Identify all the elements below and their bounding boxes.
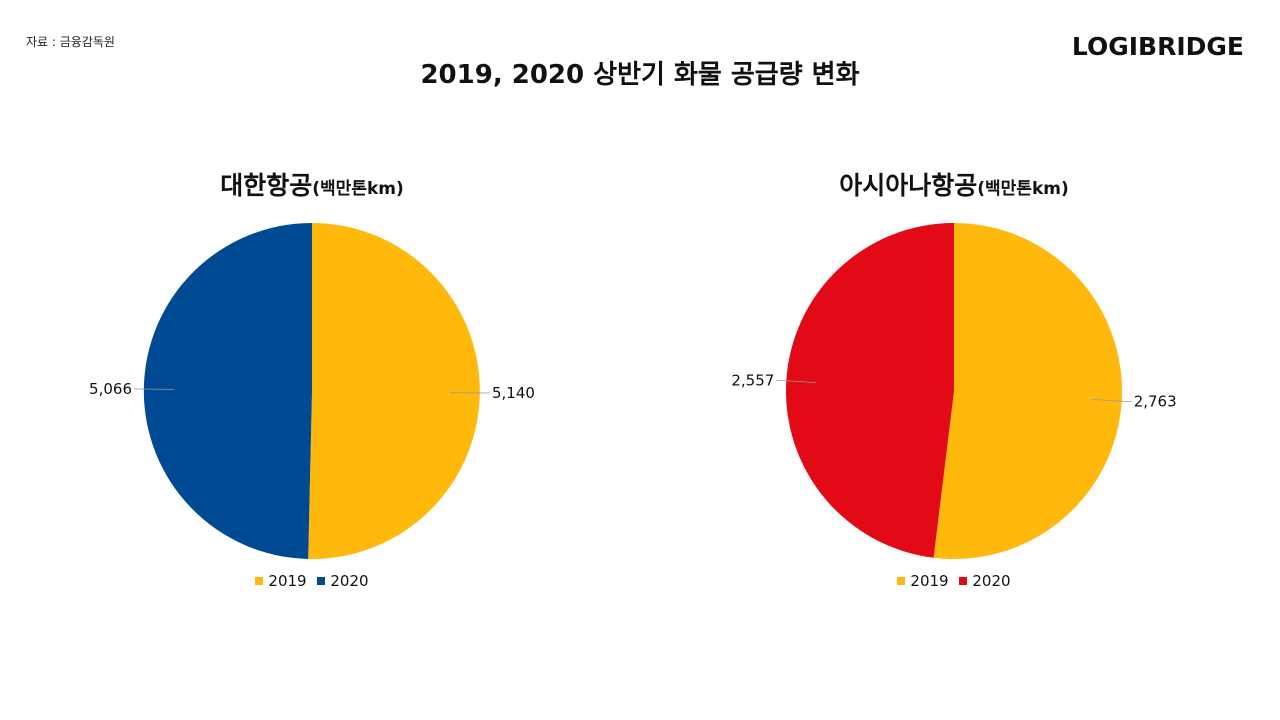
brand-logo: LOGIBRIDGE [1071,32,1244,61]
data-label-2019: 5,140 [492,384,535,402]
legend-swatch-2019 [897,577,906,585]
page-title: 2019, 2020 상반기 화물 공급량 변화 [420,60,860,90]
korean-air-chart-title: 대한항공(백만톤km) [62,166,562,202]
leader-line-2020 [776,379,817,383]
korean-air-pie: 5,140 5,066 [89,222,535,559]
pie-slice-2020 [785,223,954,558]
data-label-2020: 2,557 [731,371,774,389]
source-note: 자료 : 금융감독원 [26,35,115,49]
korean-air-chart: 5,140 5,066 대한항공(백만톤km) 2019 2020 [62,162,562,602]
chart-title-name: 대한항공 [220,171,313,200]
legend-item-2019: 2019 [255,572,307,590]
legend-swatch-2019 [255,577,264,585]
asiana-chart-title: 아시아나항공(백만톤km) [704,166,1204,202]
data-label-2020: 5,066 [89,380,132,398]
pie-slice-2020 [143,222,312,559]
legend-swatch-2020 [317,577,326,585]
legend-label-2020: 2020 [330,572,369,590]
legend-item-2019: 2019 [897,572,949,590]
pie-slice-2019 [933,223,1122,559]
asiana-pie: 2,763 2,557 [731,223,1177,559]
legend-item-2020: 2020 [317,572,369,590]
chart-title-unit: (백만톤km) [977,179,1069,199]
chart-title-unit: (백만톤km) [312,179,404,199]
legend-label-2019: 2019 [910,572,949,590]
leader-line-2019 [1091,399,1132,403]
legend-item-2020: 2020 [959,572,1011,590]
korean-air-legend: 2019 2020 [62,572,562,590]
legend-label-2019: 2019 [268,572,307,590]
chart-title-name: 아시아나항공 [839,171,978,200]
data-label-2019: 2,763 [1134,393,1177,411]
legend-swatch-2020 [959,577,968,585]
pie-slice-2019 [308,223,480,559]
asiana-legend: 2019 2020 [704,572,1204,590]
legend-label-2020: 2020 [972,572,1011,590]
asiana-chart: 2,763 2,557 아시아나항공(백만톤km) 2019 2020 [704,162,1204,602]
